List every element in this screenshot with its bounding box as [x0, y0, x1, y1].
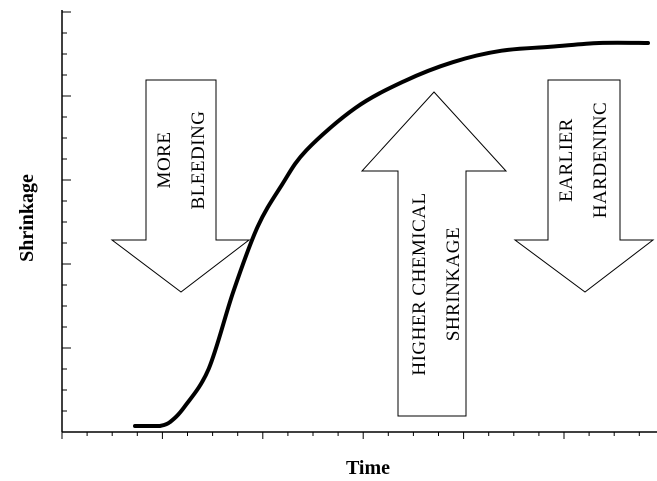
more-bleeding-arrow — [110, 79, 251, 293]
higher-chemical-label-line1: HIGHER CHEMICAL — [409, 192, 430, 375]
higher-chemical-shrinkage-arrow — [360, 91, 508, 417]
y-axis-ticks — [62, 11, 71, 433]
earlier-hardening-label-line1: EARLIER — [556, 118, 577, 202]
x-axis-ticks — [61, 432, 640, 439]
higher-chemical-label-line2: SHRINKAGE — [443, 227, 464, 341]
x-axis-title: Time — [346, 457, 390, 479]
more-bleeding-label-line2: BLEEDING — [188, 111, 209, 210]
more-bleeding-label-line1: MORE — [154, 132, 175, 189]
earlier-hardening-arrow — [513, 79, 655, 293]
y-axis-title: Shrinkage — [16, 174, 38, 262]
earlier-hardening-label-line2: HARDENINC — [590, 102, 611, 218]
shrinkage-curve — [133, 40, 650, 428]
